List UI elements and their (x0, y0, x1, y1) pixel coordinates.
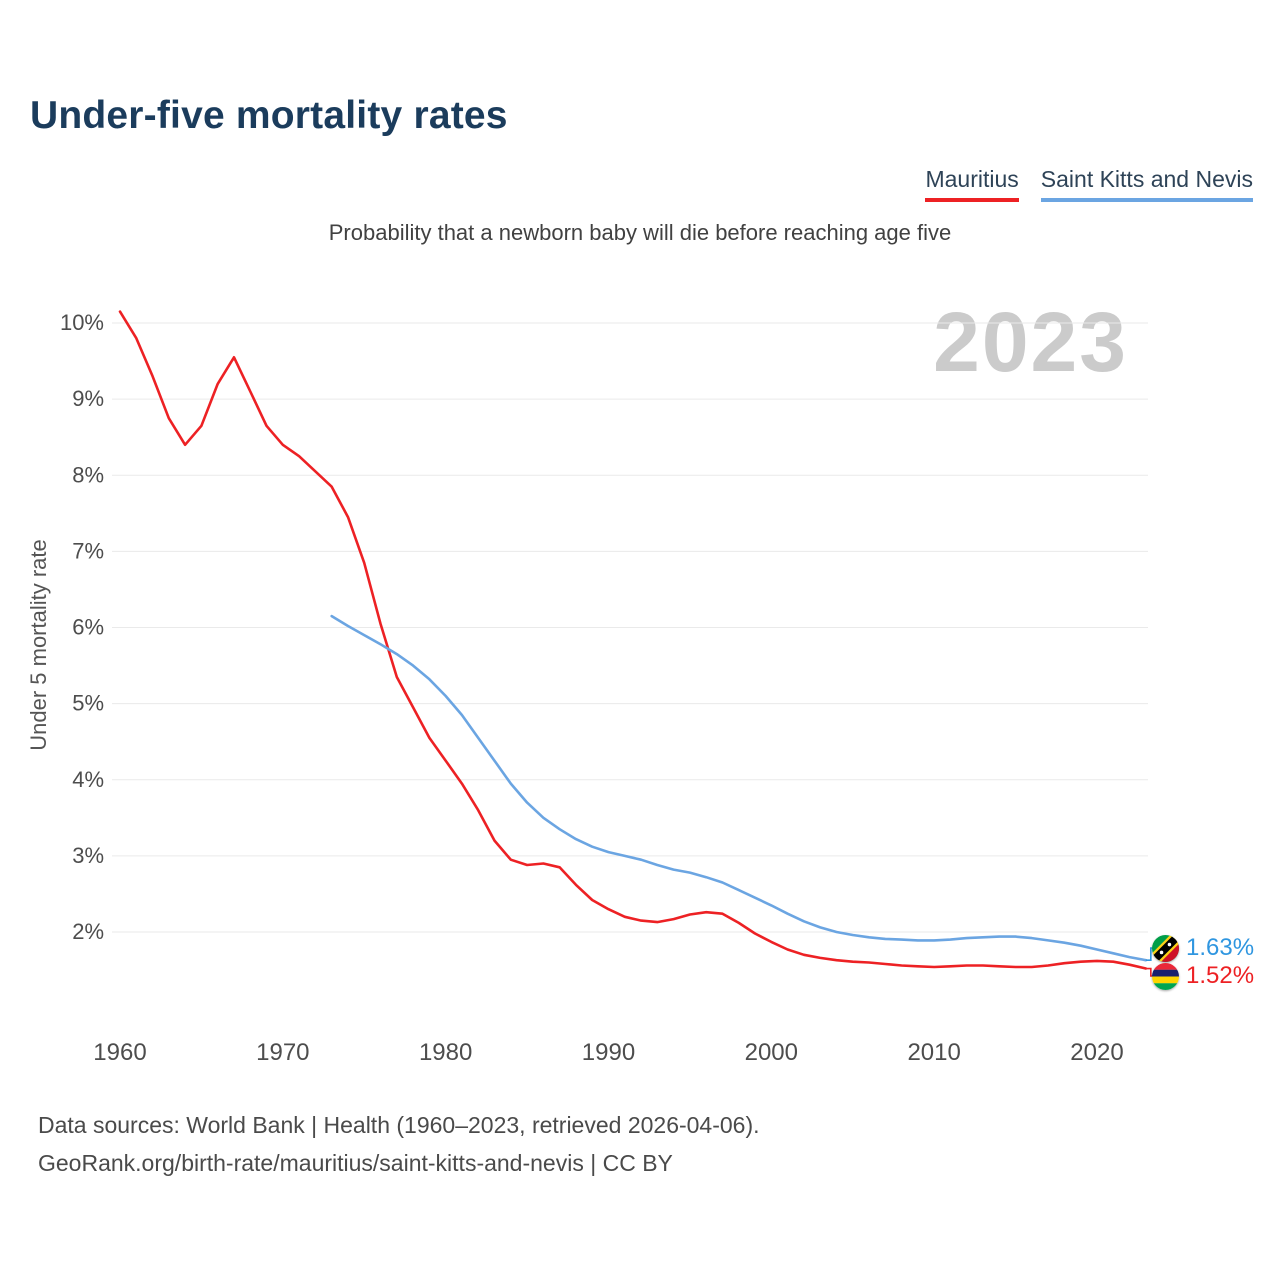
x-tick-label: 2010 (907, 1039, 960, 1066)
y-tick-label: 9% (72, 386, 104, 411)
y-tick-label: 8% (72, 462, 104, 487)
saint-kitts-and-nevis-flag-icon (1152, 934, 1179, 962)
mortality-line-chart: 2% 3% 4% 5% 6% 7% 8% 9% 10% 1960 1970 1980 1990 2000 2… (26, 310, 1155, 1066)
x-tick-label: 1970 (256, 1039, 309, 1066)
end-value-saint-kitts-and-nevis: 1.63% (1186, 934, 1255, 961)
legend-item-mauritius[interactable]: Mauritius (925, 166, 1019, 202)
chart-subtitle: Probability that a newborn baby will die… (328, 220, 952, 245)
x-tick-label: 2000 (745, 1039, 798, 1066)
end-label-mauritius: 1.52% (1152, 962, 1254, 990)
x-tick-label: 1980 (419, 1039, 472, 1066)
legend: Mauritius Saint Kitts and Nevis (925, 166, 1253, 202)
y-tick-label: 10% (60, 310, 104, 335)
y-tick-label: 4% (72, 767, 104, 792)
y-axis-label: Under 5 mortality rate (26, 539, 51, 751)
footer: Data sources: World Bank | Health (1960–… (38, 1106, 760, 1182)
mauritius-flag-icon (1152, 962, 1179, 990)
footer-line-1: Data sources: World Bank | Health (1960–… (38, 1112, 760, 1138)
footer-line-2: GeoRank.org/birth-rate/mauritius/saint-k… (38, 1150, 673, 1177)
series-line-saint-kitts-and-nevis (330, 614, 1148, 962)
x-tick-label: 2020 (1070, 1039, 1123, 1066)
year-watermark: 2023 (933, 295, 1128, 389)
y-tick-label: 5% (72, 691, 104, 716)
y-tick-label: 3% (72, 843, 104, 868)
y-tick-label: 2% (72, 919, 104, 944)
page-title: Under-five mortality rates (30, 94, 508, 137)
end-label-saint-kitts-and-nevis: 1.63% (1152, 934, 1254, 962)
end-value-mauritius: 1.52% (1186, 962, 1255, 989)
x-tick-label: 1960 (93, 1039, 146, 1066)
legend-item-saint-kitts-and-nevis[interactable]: Saint Kitts and Nevis (1040, 166, 1253, 202)
y-tick-label: 6% (72, 615, 104, 640)
series-line-mauritius (118, 310, 1148, 970)
x-tick-label: 1990 (582, 1039, 635, 1066)
y-tick-label: 7% (72, 538, 104, 563)
